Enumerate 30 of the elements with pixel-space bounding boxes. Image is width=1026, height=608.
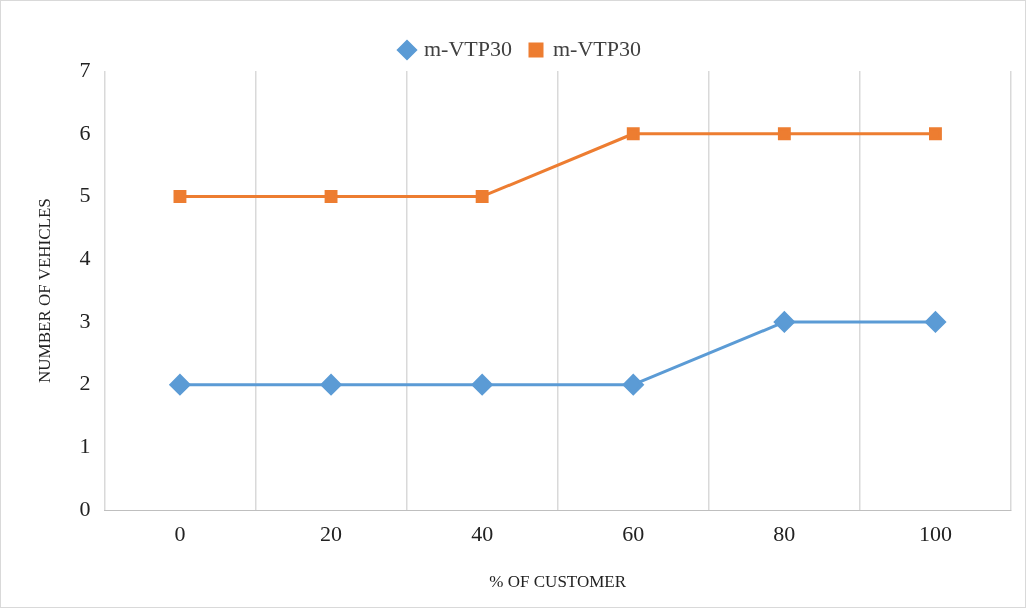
y-axis-title: NUMBER OF VEHICLES	[34, 198, 54, 384]
x-axis-title: % OF CUSTOMER	[489, 572, 627, 592]
point	[622, 374, 644, 396]
point	[324, 190, 338, 203]
y-tick-label: 2	[79, 370, 91, 396]
y-tick-label: 0	[79, 495, 91, 521]
y-tick-label: 4	[79, 245, 91, 271]
y-tick-label: 5	[79, 182, 91, 208]
x-tick-label: 0	[174, 521, 186, 547]
x-tick-label: 60	[622, 521, 645, 547]
x-tick-label: 40	[471, 521, 494, 547]
y-tick-label: 1	[79, 433, 91, 459]
point	[773, 311, 795, 333]
point	[475, 190, 489, 203]
y-tick-label: 3	[79, 307, 91, 333]
point	[320, 374, 342, 396]
point	[924, 311, 946, 333]
x-tick-label: 100	[918, 521, 952, 547]
point	[471, 374, 493, 396]
y-tick-label: 6	[79, 119, 91, 145]
legend-label: m-VTP30	[553, 35, 641, 61]
point	[929, 127, 942, 141]
x-tick-label: 80	[773, 521, 796, 547]
point	[169, 374, 191, 396]
x-tick-label: 20	[320, 521, 343, 547]
point	[173, 190, 187, 203]
y-tick-label: 7	[79, 56, 91, 82]
point	[626, 127, 640, 141]
legend-label: m-VTP30	[424, 35, 512, 61]
point	[777, 127, 791, 141]
